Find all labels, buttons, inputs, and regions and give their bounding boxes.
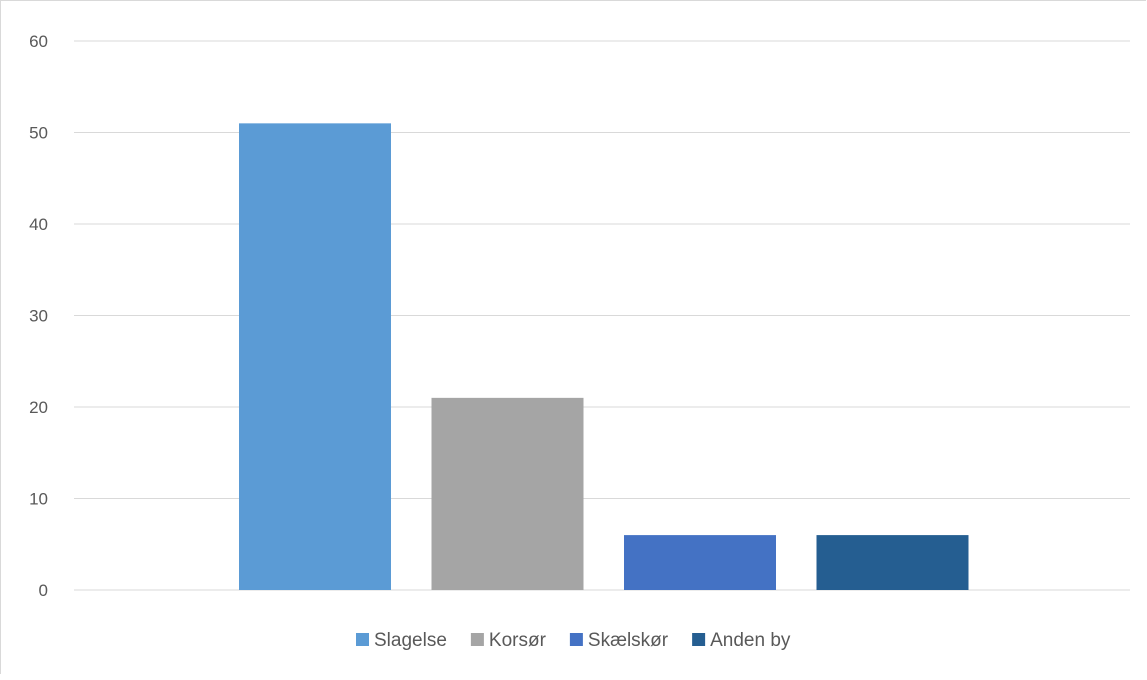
gridlines: [74, 40, 1130, 591]
legend-swatch: [569, 633, 583, 646]
y-tick-label: 20: [29, 398, 48, 417]
bar-kors-r: [431, 397, 584, 590]
legend-label: Korsør: [489, 630, 547, 651]
legend-label: Anden by: [710, 630, 791, 651]
legend-swatch: [356, 633, 369, 646]
y-tick-label: 50: [29, 124, 48, 143]
bar-slagelse: [239, 123, 391, 590]
legend-swatch: [470, 633, 484, 646]
y-tick-label: 30: [29, 307, 48, 326]
bars: [239, 123, 969, 590]
bar-sk-lsk-r: [624, 535, 776, 590]
legend-item: Anden by: [692, 630, 791, 651]
y-tick-label: 10: [29, 490, 48, 509]
legend-item: Skælskør: [569, 630, 669, 651]
y-tick-label: 0: [39, 581, 48, 600]
legend-label: Skælskør: [588, 630, 669, 651]
legend: Slagelse Korsør Skælskør Anden by: [356, 630, 791, 651]
legend-swatch: [692, 633, 706, 646]
y-tick-label: 60: [29, 32, 48, 51]
bar-anden-by: [816, 535, 969, 590]
y-axis: 0 10 20 30 40 50 60: [29, 32, 48, 600]
legend-item: Slagelse: [356, 630, 447, 651]
legend-item: Korsør: [470, 630, 547, 651]
y-tick-label: 40: [29, 215, 48, 234]
legend-label: Slagelse: [374, 630, 447, 651]
